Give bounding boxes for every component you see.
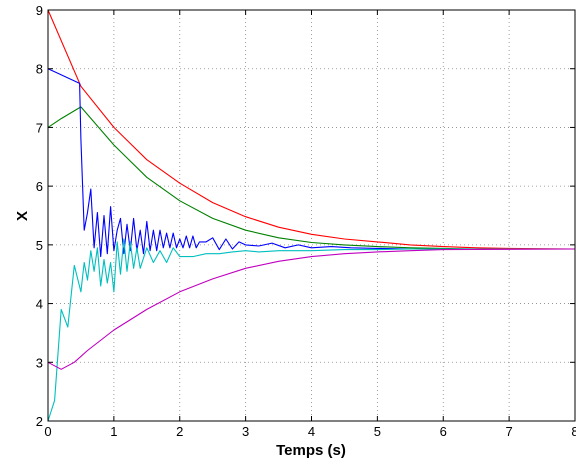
- plot-area: [48, 10, 575, 421]
- grid-lines: [48, 10, 575, 421]
- x-axis-title: Temps (s): [276, 442, 346, 459]
- y-tick-label: 5: [36, 238, 43, 253]
- x-tick-label: 1: [110, 424, 117, 439]
- y-tick-label: 7: [36, 120, 43, 135]
- x-tick-label: 4: [308, 424, 315, 439]
- x-tick-label: 2: [176, 424, 183, 439]
- x-tick-label: 3: [242, 424, 249, 439]
- series-layer: [47, 9, 576, 422]
- y-axis-title: X: [14, 211, 31, 221]
- y-tick-label: 3: [36, 355, 43, 370]
- series-line-5: [47, 248, 576, 370]
- series-line-2: [47, 106, 575, 250]
- x-tick-label: 8: [571, 424, 576, 439]
- x-tick-label: 0: [44, 424, 51, 439]
- y-tick-label: 4: [36, 297, 43, 312]
- x-tick-label: 7: [506, 424, 513, 439]
- x-tick-label: 6: [440, 424, 447, 439]
- y-tick-label: 8: [36, 62, 43, 77]
- series-line-1: [47, 9, 576, 250]
- series-line-4: [47, 238, 575, 422]
- series-line-3: [47, 68, 575, 258]
- y-tick-label: 9: [36, 3, 43, 18]
- y-tick-label: 6: [36, 179, 43, 194]
- axis-ticks: 0 1 2 3 4 5 6 7 8 2 3 4 5 6 7 8 9: [36, 3, 576, 439]
- x-tick-label: 5: [374, 424, 381, 439]
- y-tick-label: 2: [36, 414, 43, 429]
